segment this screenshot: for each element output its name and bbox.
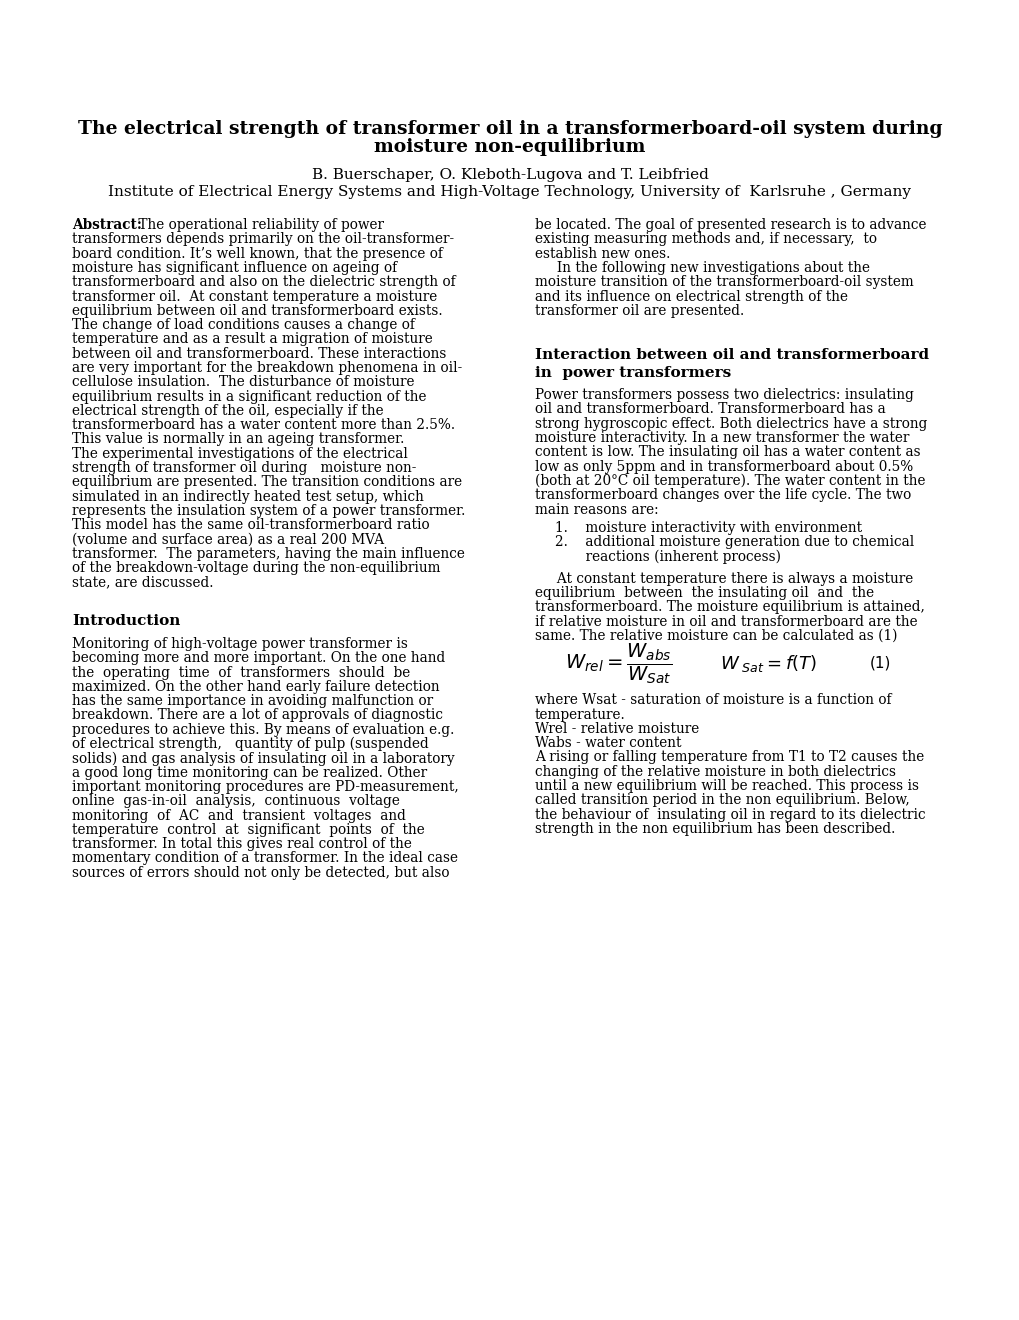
Text: solids) and gas analysis of insulating oil in a laboratory: solids) and gas analysis of insulating o… (72, 751, 454, 766)
Text: strong hygroscopic effect. Both dielectrics have a strong: strong hygroscopic effect. Both dielectr… (535, 417, 926, 430)
Text: and its influence on electrical strength of the: and its influence on electrical strength… (535, 289, 847, 304)
Text: Monitoring of high-voltage power transformer is: Monitoring of high-voltage power transfo… (72, 638, 408, 651)
Text: content is low. The insulating oil has a water content as: content is low. The insulating oil has a… (535, 445, 920, 459)
Text: This model has the same oil-transformerboard ratio: This model has the same oil-transformerb… (72, 519, 429, 532)
Text: transformers depends primarily on the oil-transformer-: transformers depends primarily on the oi… (72, 232, 453, 247)
Text: important monitoring procedures are PD-measurement,: important monitoring procedures are PD-m… (72, 780, 459, 795)
Text: transformerboard has a water content more than 2.5%.: transformerboard has a water content mor… (72, 418, 454, 432)
Text: transformer oil are presented.: transformer oil are presented. (535, 304, 744, 318)
Text: procedures to achieve this. By means of evaluation e.g.: procedures to achieve this. By means of … (72, 723, 453, 737)
Text: transformer oil.  At constant temperature a moisture: transformer oil. At constant temperature… (72, 289, 437, 304)
Text: are very important for the breakdown phenomena in oil-: are very important for the breakdown phe… (72, 360, 462, 375)
Text: main reasons are:: main reasons are: (535, 503, 658, 516)
Text: electrical strength of the oil, especially if the: electrical strength of the oil, especial… (72, 404, 383, 418)
Text: temperature.: temperature. (535, 708, 625, 722)
Text: The operational reliability of power: The operational reliability of power (133, 218, 383, 232)
Text: 1.    moisture interactivity with environment: 1. moisture interactivity with environme… (554, 521, 861, 535)
Text: Abstract:: Abstract: (72, 218, 142, 232)
Text: between oil and transformerboard. These interactions: between oil and transformerboard. These … (72, 347, 446, 360)
Text: in  power transformers: in power transformers (535, 366, 731, 380)
Text: moisture has significant influence on ageing of: moisture has significant influence on ag… (72, 261, 396, 275)
Text: Interaction between oil and transformerboard: Interaction between oil and transformerb… (535, 348, 928, 363)
Text: the behaviour of  insulating oil in regard to its dielectric: the behaviour of insulating oil in regar… (535, 808, 924, 821)
Text: transformerboard changes over the life cycle. The two: transformerboard changes over the life c… (535, 488, 910, 502)
Text: be located. The goal of presented research is to advance: be located. The goal of presented resear… (535, 218, 925, 232)
Text: The change of load conditions causes a change of: The change of load conditions causes a c… (72, 318, 415, 333)
Text: of electrical strength,   quantity of pulp (suspended: of electrical strength, quantity of pulp… (72, 737, 428, 751)
Text: until a new equilibrium will be reached. This process is: until a new equilibrium will be reached.… (535, 779, 918, 793)
Text: temperature  control  at  significant  points  of  the: temperature control at significant point… (72, 822, 424, 837)
Text: moisture non-equilibrium: moisture non-equilibrium (374, 139, 645, 156)
Text: This value is normally in an ageing transformer.: This value is normally in an ageing tran… (72, 433, 404, 446)
Text: board condition. It’s well known, that the presence of: board condition. It’s well known, that t… (72, 247, 442, 260)
Text: breakdown. There are a lot of approvals of diagnostic: breakdown. There are a lot of approvals … (72, 709, 442, 722)
Text: has the same importance in avoiding malfunction or: has the same importance in avoiding malf… (72, 694, 433, 708)
Text: At constant temperature there is always a moisture: At constant temperature there is always … (535, 572, 912, 586)
Text: where Wsat - saturation of moisture is a function of: where Wsat - saturation of moisture is a… (535, 693, 891, 708)
Text: equilibrium are presented. The transition conditions are: equilibrium are presented. The transitio… (72, 475, 462, 490)
Text: becoming more and more important. On the one hand: becoming more and more important. On the… (72, 651, 445, 665)
Text: represents the insulation system of a power transformer.: represents the insulation system of a po… (72, 504, 465, 517)
Text: equilibrium results in a significant reduction of the: equilibrium results in a significant red… (72, 389, 426, 404)
Text: Wrel - relative moisture: Wrel - relative moisture (535, 722, 699, 735)
Text: called transition period in the non equilibrium. Below,: called transition period in the non equi… (535, 793, 909, 808)
Text: 2.    additional moisture generation due to chemical: 2. additional moisture generation due to… (554, 535, 913, 549)
Text: momentary condition of a transformer. In the ideal case: momentary condition of a transformer. In… (72, 851, 458, 866)
Text: transformerboard and also on the dielectric strength of: transformerboard and also on the dielect… (72, 275, 455, 289)
Text: oil and transformerboard. Transformerboard has a: oil and transformerboard. Transformerboa… (535, 403, 884, 416)
Text: of the breakdown-voltage during the non-equilibrium: of the breakdown-voltage during the non-… (72, 561, 440, 576)
Text: transformerboard. The moisture equilibrium is attained,: transformerboard. The moisture equilibri… (535, 601, 924, 614)
Text: Institute of Electrical Energy Systems and High-Voltage Technology, University o: Institute of Electrical Energy Systems a… (108, 185, 911, 199)
Text: strength of transformer oil during   moisture non-: strength of transformer oil during moist… (72, 461, 416, 475)
Text: equilibrium  between  the insulating oil  and  the: equilibrium between the insulating oil a… (535, 586, 873, 601)
Text: $W_{rel}=\dfrac{W_{abs}}{W_{Sat}}$: $W_{rel}=\dfrac{W_{abs}}{W_{Sat}}$ (565, 642, 672, 685)
Text: moisture transition of the transformerboard-oil system: moisture transition of the transformerbo… (535, 275, 913, 289)
Text: $W_{\ Sat}=f(T)$: $W_{\ Sat}=f(T)$ (719, 653, 816, 673)
Text: simulated in an indirectly heated test setup, which: simulated in an indirectly heated test s… (72, 490, 424, 504)
Text: if relative moisture in oil and transformerboard are the: if relative moisture in oil and transfor… (535, 615, 917, 628)
Text: (both at 20°C oil temperature). The water content in the: (both at 20°C oil temperature). The wate… (535, 474, 924, 488)
Text: sources of errors should not only be detected, but also: sources of errors should not only be det… (72, 866, 449, 879)
Text: establish new ones.: establish new ones. (535, 247, 669, 260)
Text: Wabs - water content: Wabs - water content (535, 737, 681, 750)
Text: A rising or falling temperature from T1 to T2 causes the: A rising or falling temperature from T1 … (535, 751, 923, 764)
Text: Power transformers possess two dielectrics: insulating: Power transformers possess two dielectri… (535, 388, 913, 403)
Text: (volume and surface area) as a real 200 MVA: (volume and surface area) as a real 200 … (72, 532, 384, 546)
Text: (1): (1) (869, 656, 891, 671)
Text: cellulose insulation.  The disturbance of moisture: cellulose insulation. The disturbance of… (72, 375, 414, 389)
Text: In the following new investigations about the: In the following new investigations abou… (535, 261, 869, 275)
Text: monitoring  of  AC  and  transient  voltages  and: monitoring of AC and transient voltages … (72, 809, 406, 822)
Text: online  gas-in-oil  analysis,  continuous  voltage: online gas-in-oil analysis, continuous v… (72, 795, 399, 808)
Text: low as only 5ppm and in transformerboard about 0.5%: low as only 5ppm and in transformerboard… (535, 459, 912, 474)
Text: existing measuring methods and, if necessary,  to: existing measuring methods and, if neces… (535, 232, 876, 247)
Text: reactions (inherent process): reactions (inherent process) (554, 549, 781, 564)
Text: transformer. In total this gives real control of the: transformer. In total this gives real co… (72, 837, 412, 851)
Text: B. Buerschaper, O. Kleboth-Lugova and T. Leibfried: B. Buerschaper, O. Kleboth-Lugova and T.… (311, 168, 708, 182)
Text: Introduction: Introduction (72, 614, 180, 628)
Text: maximized. On the other hand early failure detection: maximized. On the other hand early failu… (72, 680, 439, 694)
Text: equilibrium between oil and transformerboard exists.: equilibrium between oil and transformerb… (72, 304, 442, 318)
Text: a good long time monitoring can be realized. Other: a good long time monitoring can be reali… (72, 766, 427, 780)
Text: The experimental investigations of the electrical: The experimental investigations of the e… (72, 446, 408, 461)
Text: state, are discussed.: state, are discussed. (72, 576, 213, 590)
Text: same. The relative moisture can be calculated as (1): same. The relative moisture can be calcu… (535, 628, 897, 643)
Text: The electrical strength of transformer oil in a transformerboard-oil system duri: The electrical strength of transformer o… (77, 120, 942, 139)
Text: moisture interactivity. In a new transformer the water: moisture interactivity. In a new transfo… (535, 432, 909, 445)
Text: temperature and as a result a migration of moisture: temperature and as a result a migration … (72, 333, 432, 346)
Text: transformer.  The parameters, having the main influence: transformer. The parameters, having the … (72, 546, 465, 561)
Text: the  operating  time  of  transformers  should  be: the operating time of transformers shoul… (72, 665, 410, 680)
Text: strength in the non equilibrium has been described.: strength in the non equilibrium has been… (535, 822, 895, 836)
Text: changing of the relative moisture in both dielectrics: changing of the relative moisture in bot… (535, 764, 895, 779)
